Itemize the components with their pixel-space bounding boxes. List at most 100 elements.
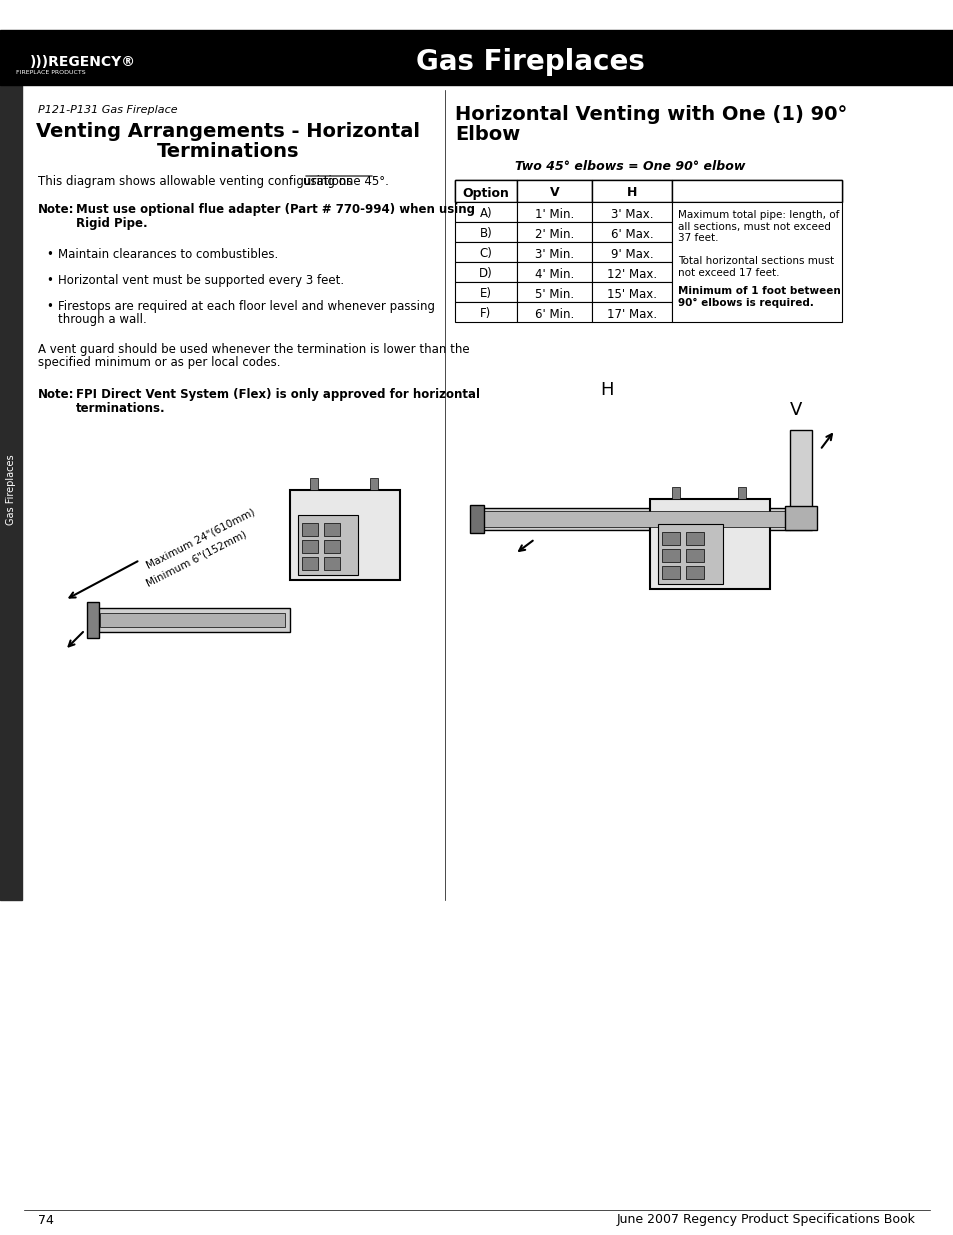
Bar (517, 180, 592, 203)
Bar (290, 490, 399, 580)
Bar (100, 613, 285, 627)
Text: Minimum 6"(152mm): Minimum 6"(152mm) (145, 529, 249, 588)
Text: 9' Max.: 9' Max. (610, 247, 653, 261)
Text: Total horizontal sections must
not exceed 17 feet.: Total horizontal sections must not excee… (678, 256, 833, 278)
Bar (592, 203, 671, 222)
Text: through a wall.: through a wall. (58, 312, 147, 326)
Text: Horizontal Venting with One (1) 90°: Horizontal Venting with One (1) 90° (455, 105, 846, 124)
Text: V: V (789, 401, 801, 419)
Bar (324, 522, 339, 536)
Text: Minimum of 1 foot between
90° elbows is required.: Minimum of 1 foot between 90° elbows is … (678, 287, 840, 308)
Text: 1' Min.: 1' Min. (535, 207, 574, 221)
Bar (592, 303, 671, 322)
Text: 74: 74 (38, 1214, 53, 1226)
Text: specified minimum or as per local codes.: specified minimum or as per local codes. (38, 356, 280, 369)
Bar (789, 430, 811, 530)
Text: Two 45° elbows = One 90° elbow: Two 45° elbows = One 90° elbow (515, 161, 744, 173)
Text: E): E) (479, 288, 492, 300)
Text: Gas Fireplaces: Gas Fireplaces (416, 48, 644, 77)
Text: FIREPLACE PRODUCTS: FIREPLACE PRODUCTS (16, 70, 86, 75)
Bar (517, 282, 592, 303)
Bar (302, 540, 317, 553)
Bar (95, 608, 290, 632)
Bar (671, 180, 841, 203)
Text: C): C) (479, 247, 492, 261)
Text: This diagram shows allowable venting configurations: This diagram shows allowable venting con… (38, 175, 355, 188)
Text: Terminations: Terminations (156, 142, 299, 161)
Text: 6' Min.: 6' Min. (535, 308, 574, 321)
Text: F): F) (480, 308, 491, 321)
Bar (455, 222, 517, 242)
Text: using one 45°.: using one 45°. (303, 175, 389, 188)
Bar (455, 203, 517, 222)
Text: Maintain clearances to combustibles.: Maintain clearances to combustibles. (58, 248, 278, 261)
Text: FPI Direct Vent System (Flex) is only approved for horizontal: FPI Direct Vent System (Flex) is only ap… (76, 388, 479, 401)
Text: Note:: Note: (38, 203, 74, 216)
Bar (661, 550, 679, 562)
Text: 3' Min.: 3' Min. (535, 247, 574, 261)
Bar (297, 515, 357, 576)
Bar (455, 303, 517, 322)
Bar (784, 506, 816, 530)
Text: •: • (46, 300, 52, 312)
Bar (479, 508, 789, 530)
Bar (370, 478, 377, 490)
Bar (310, 478, 317, 490)
Bar (324, 540, 339, 553)
Bar (661, 566, 679, 579)
Text: H: H (599, 382, 613, 399)
Bar (517, 203, 592, 222)
Text: Must use optional flue adapter (Part # 770-994) when using: Must use optional flue adapter (Part # 7… (76, 203, 475, 216)
Text: 6' Max.: 6' Max. (610, 227, 653, 241)
Text: 15' Max.: 15' Max. (606, 288, 657, 300)
Bar (517, 262, 592, 282)
Text: 3' Max.: 3' Max. (610, 207, 653, 221)
Text: H: H (626, 186, 637, 200)
Bar (455, 282, 517, 303)
Bar (455, 180, 517, 203)
Text: terminations.: terminations. (76, 403, 166, 415)
Text: Gas Fireplaces: Gas Fireplaces (6, 454, 16, 525)
Text: •: • (46, 274, 52, 287)
Bar (455, 262, 517, 282)
Bar (671, 203, 841, 322)
Text: Firestops are required at each floor level and whenever passing: Firestops are required at each floor lev… (58, 300, 435, 312)
Bar (0, 85, 22, 900)
Text: Elbow: Elbow (455, 125, 519, 144)
Bar (517, 222, 592, 242)
Text: •: • (46, 248, 52, 261)
Bar (649, 499, 769, 589)
Bar (482, 511, 786, 527)
Bar (592, 180, 671, 203)
Bar (324, 557, 339, 571)
Text: A): A) (479, 207, 492, 221)
Text: A vent guard should be used whenever the termination is lower than the: A vent guard should be used whenever the… (38, 343, 469, 356)
Text: Option: Option (462, 186, 509, 200)
Text: Rigid Pipe.: Rigid Pipe. (76, 217, 148, 230)
Text: V: V (549, 186, 558, 200)
Text: )))REGENCY®: )))REGENCY® (30, 56, 136, 69)
Bar (302, 557, 317, 571)
Text: Maximum total pipe: length, of
all sections, must not exceed
37 feet.: Maximum total pipe: length, of all secti… (678, 210, 839, 243)
Bar (685, 566, 703, 579)
Bar (302, 522, 317, 536)
Text: Note:: Note: (38, 388, 74, 401)
Text: Maximum 24"(610mm): Maximum 24"(610mm) (145, 506, 256, 571)
Bar (685, 550, 703, 562)
Bar (661, 532, 679, 545)
Text: 5' Min.: 5' Min. (535, 288, 574, 300)
Text: Venting Arrangements - Horizontal: Venting Arrangements - Horizontal (36, 122, 419, 141)
Bar (592, 262, 671, 282)
Bar (658, 524, 722, 584)
Bar (671, 487, 679, 499)
Text: 2' Min.: 2' Min. (535, 227, 574, 241)
Bar (455, 180, 841, 203)
Text: 12' Max.: 12' Max. (606, 268, 657, 280)
Text: D): D) (478, 268, 493, 280)
Bar (0, 30, 953, 85)
Text: 17' Max.: 17' Max. (606, 308, 657, 321)
Text: 4' Min.: 4' Min. (535, 268, 574, 280)
Bar (685, 532, 703, 545)
Bar (87, 601, 99, 638)
Bar (592, 222, 671, 242)
